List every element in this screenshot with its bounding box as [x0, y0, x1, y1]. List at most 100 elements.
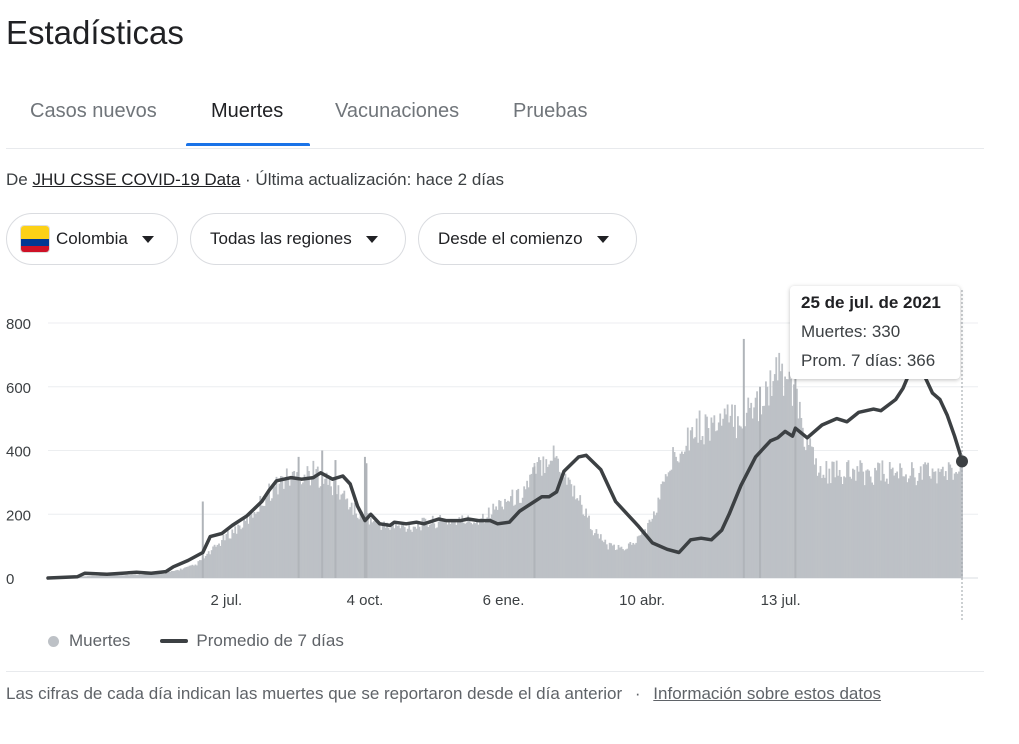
deaths-bar: [126, 574, 129, 578]
deaths-bar: [801, 427, 804, 578]
deaths-bar: [515, 490, 518, 578]
deaths-bar: [748, 407, 751, 578]
country-label: Colombia: [56, 229, 128, 248]
deaths-bar: [175, 570, 178, 578]
deaths-bar: [160, 573, 163, 578]
deaths-bar: [209, 554, 212, 578]
deaths-bar: [327, 484, 329, 578]
tooltip-deaths: Muertes: 330: [801, 322, 901, 341]
tab-casos-nuevos[interactable]: Casos nuevos: [30, 100, 157, 122]
deaths-bar: [81, 576, 83, 578]
deaths-bar: [499, 500, 502, 578]
deaths-bar: [673, 452, 676, 578]
deaths-bar: [607, 549, 610, 578]
deaths-bar: [831, 461, 834, 578]
tab-pruebas[interactable]: Pruebas: [513, 100, 588, 122]
deaths-bar: [324, 478, 327, 578]
deaths-bar: [489, 518, 492, 578]
deaths-bar: [349, 507, 352, 578]
deaths-bar: [941, 466, 944, 578]
deaths-bar: [872, 484, 875, 578]
data-info-link[interactable]: Información sobre estos datos: [653, 684, 882, 703]
x-tick-label: 2 jul.: [211, 592, 243, 609]
deaths-bar: [511, 489, 514, 578]
deaths-bar: [934, 471, 937, 578]
deaths-bar: [303, 474, 306, 578]
deaths-bar: [232, 533, 235, 578]
deaths-bar: [567, 477, 570, 578]
deaths-bar: [272, 483, 275, 578]
deaths-bar: [113, 575, 116, 578]
deaths-bar: [318, 487, 321, 578]
region-selector[interactable]: Todas las regiones: [190, 213, 406, 265]
deaths-bar: [695, 418, 698, 578]
deaths-bar: [956, 473, 959, 578]
tab-muertes[interactable]: Muertes: [211, 100, 284, 122]
deaths-bar: [770, 395, 773, 578]
deaths-bar: [346, 498, 349, 578]
deaths-bar: [91, 575, 94, 578]
deaths-bar: [795, 388, 798, 578]
deaths-bar: [616, 549, 618, 578]
deaths-bar: [731, 404, 733, 578]
deaths-bar: [383, 521, 386, 578]
deaths-bar: [237, 524, 240, 578]
deaths-bar: [782, 395, 785, 578]
deaths-bar: [271, 498, 273, 578]
deaths-bar: [278, 483, 281, 578]
deaths-bar: [238, 525, 241, 578]
source-link[interactable]: JHU CSSE COVID-19 Data: [32, 170, 241, 189]
deaths-bar: [393, 528, 396, 578]
deaths-bar: [949, 464, 952, 578]
deaths-bar: [700, 439, 702, 578]
deaths-bar: [484, 522, 487, 578]
deaths-bar: [545, 459, 548, 578]
deaths-bar: [682, 453, 685, 578]
deaths-bar: [688, 450, 691, 578]
deaths-bar: [810, 446, 813, 578]
deaths-bar: [583, 515, 586, 578]
deaths-bar: [109, 575, 111, 578]
deaths-bar: [835, 460, 838, 578]
deaths-bar: [524, 489, 527, 578]
deaths-bar: [638, 535, 641, 578]
tab-vacunaciones[interactable]: Vacunaciones: [335, 100, 460, 122]
deaths-bar: [947, 462, 950, 578]
deaths-bar: [434, 528, 437, 578]
deaths-bar: [709, 440, 711, 578]
deaths-bar: [900, 467, 903, 578]
data-source: De JHU CSSE COVID-19 Data · Última actua…: [6, 170, 504, 190]
deaths-bar: [269, 500, 272, 578]
deaths-bar: [644, 529, 646, 578]
deaths-bar: [558, 471, 561, 578]
deaths-bar: [793, 384, 795, 578]
date-range-selector[interactable]: Desde el comienzo: [418, 213, 637, 265]
deaths-bar: [408, 525, 411, 578]
deaths-bar: [495, 506, 498, 578]
deaths-bar: [854, 480, 857, 578]
y-tick-label: 800: [6, 316, 31, 333]
deaths-bar: [204, 555, 207, 578]
deaths-bar: [125, 575, 128, 578]
deaths-bar: [338, 499, 341, 578]
deaths-bar: [588, 515, 590, 578]
deaths-bar: [145, 574, 148, 578]
deaths-bar: [549, 460, 552, 578]
deaths-bar: [300, 484, 303, 578]
deaths-chart[interactable]: 0 200 400 600 800 2 jul. 4 oct. 6 ene. 10 abr. 1…: [0, 280, 1019, 625]
deaths-bar: [650, 521, 652, 578]
deaths-bar: [539, 460, 542, 578]
deaths-bar: [880, 480, 882, 578]
x-tick-label: 13 jul.: [761, 592, 801, 609]
deaths-bar: [591, 530, 593, 578]
deaths-bar: [496, 509, 499, 578]
deaths-bar: [633, 544, 636, 578]
deaths-bar: [878, 463, 881, 578]
deaths-bar: [150, 573, 153, 578]
deaths-spike: [533, 466, 536, 578]
deaths-bar: [849, 476, 851, 578]
country-selector[interactable]: Colombia: [6, 213, 178, 265]
deaths-bar: [852, 468, 854, 578]
deaths-bar: [602, 542, 605, 578]
deaths-bar: [195, 565, 198, 578]
